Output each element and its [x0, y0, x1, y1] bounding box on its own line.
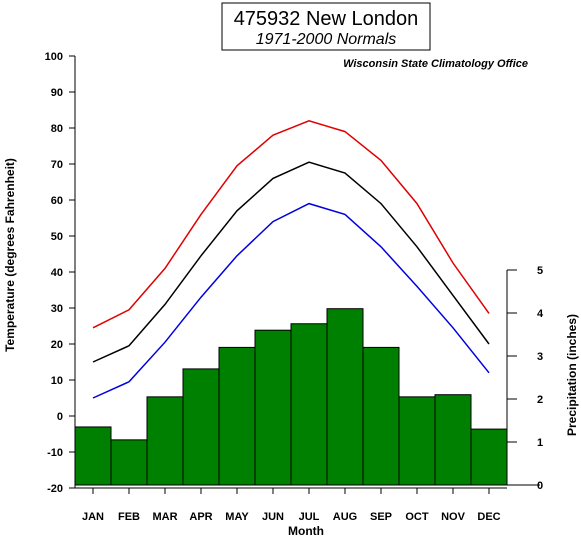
- x-tick-label-sep: SEP: [370, 511, 392, 523]
- precip-bar-apr: [182, 368, 220, 486]
- x-tick-label-mar: MAR: [152, 511, 177, 523]
- left-tick-label: 20: [51, 339, 63, 351]
- right-tick-label: 5: [537, 265, 543, 277]
- chart-subtitle: 1971-2000 Normals: [256, 31, 397, 48]
- left-tick-label: 0: [57, 411, 63, 423]
- left-tick-label: 70: [51, 159, 63, 171]
- precipitation-bars: [74, 308, 508, 486]
- temperature-lines: [92, 120, 490, 399]
- axes: -20 -10 0 10 20 30 40 50 60 70 80 90 100 0 1 2 3 4 5 JAN FEB…: [45, 51, 544, 523]
- right-tick-label: 0: [537, 480, 543, 492]
- left-tick-label: -10: [47, 447, 63, 459]
- x-tick-label-jan: JAN: [82, 511, 104, 523]
- left-tick-label: 80: [51, 123, 63, 135]
- max-temp-line: [92, 120, 490, 329]
- precip-bar-feb: [110, 439, 148, 486]
- min-temp-line: [92, 202, 490, 399]
- precip-bar-mar: [146, 396, 184, 486]
- left-tick-label: 10: [51, 375, 63, 387]
- precip-bar-sep: [362, 346, 400, 486]
- right-tick-label: 4: [537, 308, 544, 320]
- precip-bar-oct: [398, 396, 436, 486]
- right-tick-label: 1: [537, 437, 543, 449]
- x-axis-title: Month: [288, 524, 324, 538]
- x-tick-label-nov: NOV: [441, 511, 466, 523]
- source-label: Wisconsin State Climatology Office: [343, 58, 528, 70]
- precip-bar-may: [218, 346, 256, 486]
- title-box: [221, 2, 431, 51]
- mean-temp-line: [92, 161, 490, 363]
- left-tick-label: 60: [51, 195, 63, 207]
- left-tick-label: 90: [51, 87, 63, 99]
- right-tick-label: 2: [537, 394, 543, 406]
- precip-bar-jun: [254, 329, 292, 486]
- precip-bar-jul: [290, 323, 328, 486]
- right-tick-label: 3: [537, 351, 543, 363]
- left-tick-label: 30: [51, 303, 63, 315]
- x-tick-label-aug: AUG: [333, 511, 357, 523]
- precip-bar-aug: [326, 308, 364, 486]
- x-tick-label-oct: OCT: [405, 511, 429, 523]
- precip-bar-nov: [434, 394, 472, 486]
- precip-bar-jan: [74, 426, 112, 486]
- x-tick-label-jul: JUL: [299, 511, 320, 523]
- left-tick-label: 50: [51, 231, 63, 243]
- chart-title: 475932 New London: [234, 8, 419, 30]
- x-tick-label-feb: FEB: [118, 511, 140, 523]
- x-tick-label-dec: DEC: [477, 511, 500, 523]
- right-axis-title: Precipitation (inches): [565, 314, 579, 436]
- left-tick-label: 100: [45, 51, 63, 63]
- x-tick-label-apr: APR: [189, 511, 212, 523]
- x-tick-label-may: MAY: [225, 511, 249, 523]
- left-tick-label: -20: [47, 483, 63, 495]
- left-axis-title: Temperature (degrees Fahrenheit): [3, 158, 17, 352]
- precip-bar-dec: [470, 428, 508, 486]
- left-tick-label: 40: [51, 267, 63, 279]
- x-tick-label-jun: JUN: [262, 511, 284, 523]
